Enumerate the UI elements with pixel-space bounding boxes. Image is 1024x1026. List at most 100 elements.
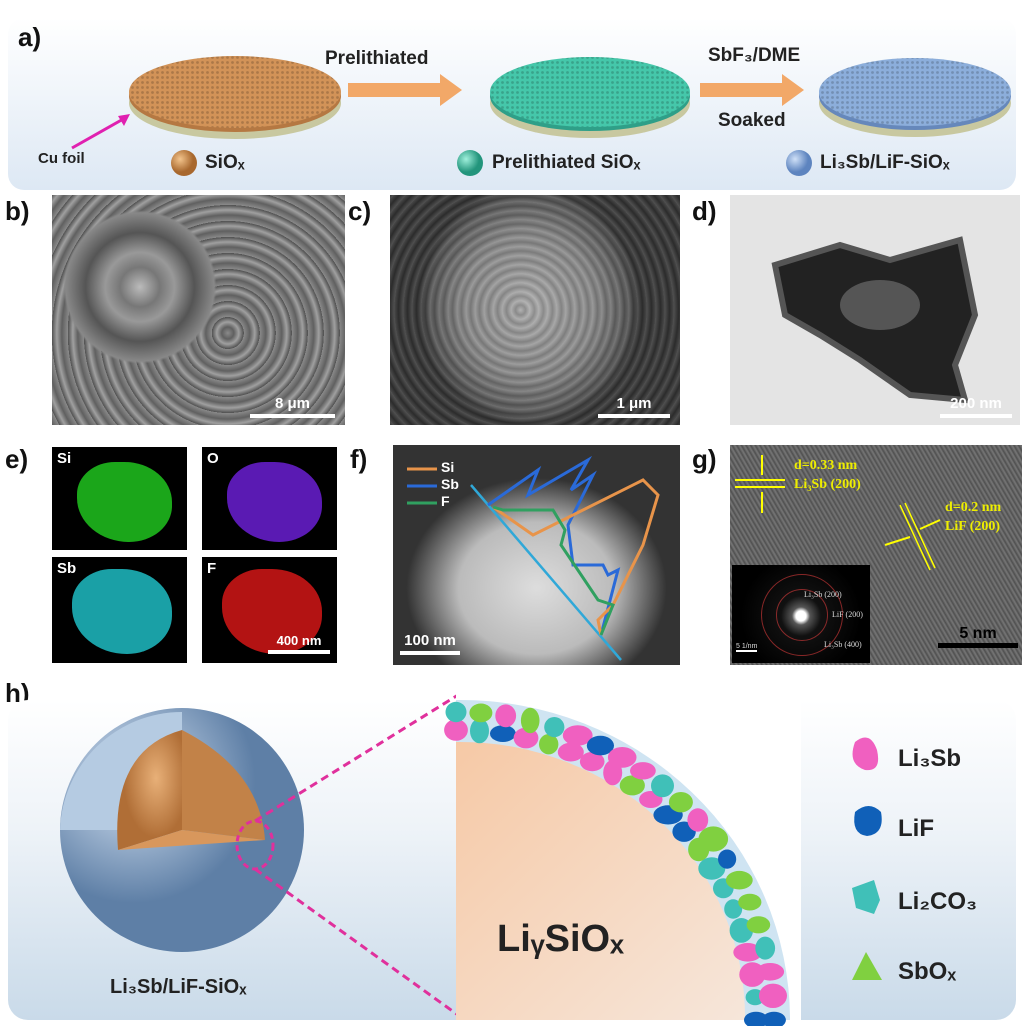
eds-label-si: Si (57, 450, 72, 467)
scale-text-c: 1 μm (616, 395, 652, 412)
coating-particle (619, 775, 645, 796)
scale-bar-b: 8 μm (250, 395, 335, 418)
coating-particle (586, 735, 615, 756)
scale-text-f: 100 nm (404, 632, 456, 649)
core-label: LiᵧSiOₓ (497, 918, 624, 960)
coating-particle (470, 718, 489, 744)
haadf-image-f: Si Sb F (393, 445, 680, 665)
particle-label: Li₃Sb/LiF-SiOₓ (110, 976, 247, 998)
coating-particle (579, 751, 605, 772)
cu-foil-label: Cu foil (38, 150, 85, 167)
coating-particle (630, 762, 656, 780)
li3sb-legend-icon (852, 737, 879, 771)
legend-f: F (441, 493, 450, 509)
legend-li3sb: Li₃Sb (898, 745, 962, 772)
step2-top-label: SbF₃/DME (708, 45, 801, 66)
legend-sb: Sb (441, 476, 459, 492)
coating-particle (651, 774, 674, 798)
coating-particle (444, 719, 468, 741)
saed-ring-1: Li₃Sb (200) (804, 590, 842, 599)
particle-core (117, 730, 182, 850)
li2co3-legend-icon (852, 880, 880, 914)
scale-bar-c: 1 μm (598, 395, 670, 418)
coating-particle (668, 792, 693, 813)
saed-ring-3: Li₃Sb (400) (824, 640, 862, 649)
coating-particle (495, 704, 517, 728)
step2-bottom-label: Soaked (718, 110, 786, 131)
d-spacing-1: d=0.33 nm (794, 458, 858, 473)
lattice-annotations (735, 455, 941, 571)
coating-particle (445, 701, 467, 723)
line-scan (470, 484, 622, 661)
coated-sphere-icon (786, 150, 812, 176)
coating-particle (539, 734, 559, 755)
prelithiated-sphere-icon (457, 150, 483, 176)
scale-text-d: 200 nm (950, 395, 1002, 412)
saed-inset: Li₃Sb (200) LiF (200) Li₃Sb (400) 5 1/nm (732, 565, 870, 663)
plane-1: Li₃Sb (200) (794, 477, 861, 492)
coating-particle (762, 1011, 786, 1026)
saed-ring-2: LiF (200) (832, 610, 863, 619)
scale-text-b: 8 μm (274, 395, 311, 412)
lif-legend-icon (854, 806, 882, 836)
tem-image-d (730, 195, 1020, 425)
arrow-prelithiated (348, 74, 462, 106)
panel-a-schematic (71, 56, 1011, 176)
panel-c-label: c) (348, 196, 372, 226)
panel-e-label: e) (5, 444, 29, 474)
coating-particle (562, 725, 593, 746)
si-profile (492, 478, 660, 636)
coating-particle (746, 916, 771, 934)
coating-particle (725, 870, 753, 890)
panel-d-label: d) (692, 196, 717, 226)
siox-electrode (129, 56, 341, 139)
sb-profile (487, 455, 621, 636)
coating-particle (520, 707, 540, 734)
scale-text-e: 400 nm (276, 633, 322, 648)
scale-bar-g: 5 nm (938, 625, 1018, 648)
coating-particle (698, 826, 729, 852)
legend-sbox: SbOₓ (898, 958, 957, 985)
coating-particle (744, 1011, 768, 1026)
coated-electrode (819, 58, 1011, 137)
saed-scale: 5 1/nm (736, 643, 758, 652)
legend-prelithiated: Prelithiated SiOₓ (492, 152, 641, 173)
legend-lif: LiF (898, 815, 934, 842)
prelithiated-electrode (490, 57, 690, 138)
f-profile (492, 505, 615, 636)
eds-label-o: O (207, 450, 219, 467)
sem-image-c (390, 195, 680, 425)
scale-bar-e: 400 nm (268, 633, 330, 654)
panel-b-label: b) (5, 196, 30, 226)
coating-particle (759, 983, 787, 1008)
coating-particle (738, 893, 762, 911)
eds-map-o: O (202, 447, 337, 550)
coating-particles (444, 701, 787, 1026)
liysiox-core (456, 741, 746, 1020)
legend-li2co3: Li₂CO₃ (898, 888, 978, 915)
cu-foil-arrow (71, 116, 126, 150)
core-shell-schematic (60, 692, 882, 1026)
coating-particle (733, 943, 763, 962)
sbox-legend-icon (852, 952, 882, 980)
coating-particle (607, 747, 637, 768)
legend-siox: SiOₓ (205, 152, 245, 173)
plane-2: LiF (200) (945, 519, 1001, 534)
eds-map-si: Si (52, 447, 187, 550)
coating-particle (698, 857, 726, 880)
coating-particle (687, 808, 709, 832)
panel-f-label: f) (350, 444, 368, 474)
panel-a-label: a) (18, 22, 42, 52)
legend-si: Si (441, 459, 455, 475)
scale-text-g: 5 nm (959, 625, 997, 642)
panel-g-label: g) (692, 444, 717, 474)
eds-label-f: F (207, 560, 217, 577)
coating-particle (724, 899, 743, 919)
d-spacing-2: d=0.2 nm (945, 500, 1002, 515)
step1-label: Prelithiated (325, 48, 429, 69)
scale-bar-d: 200 nm (940, 395, 1012, 418)
legend-coated: Li₃Sb/LiF-SiOₓ (820, 152, 950, 173)
coating-particle (469, 703, 493, 723)
eds-map-f: F (202, 557, 337, 663)
hrtem-image-g: d=0.33 nm Li₃Sb (200) d=0.2 nm LiF (200)… (730, 445, 1022, 665)
